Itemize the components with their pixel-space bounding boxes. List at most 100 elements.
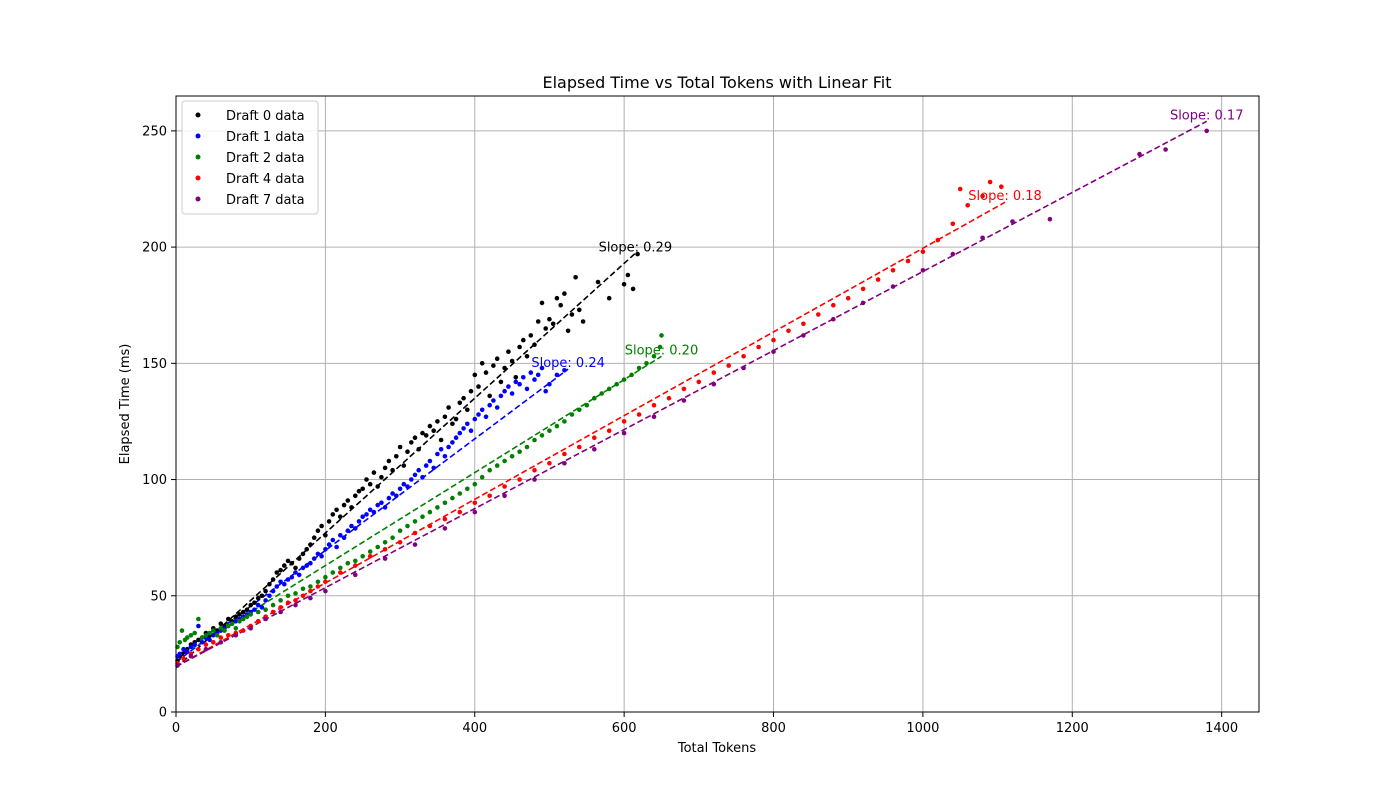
axis-ticks: 0 200 400 600 800 1000 1200 1400 0 50 100 150 200 250: [142, 124, 1238, 736]
data-point: [595, 279, 601, 285]
data-point: [326, 519, 332, 524]
data-point: [950, 251, 956, 257]
x-tick-label: 200: [313, 721, 338, 736]
data-point: [199, 640, 205, 645]
data-point: [479, 361, 485, 366]
data-point: [1163, 147, 1168, 152]
data-point: [192, 642, 197, 647]
data-point: [181, 656, 186, 661]
data-point: [524, 354, 530, 359]
data-point: [367, 507, 373, 513]
data-point: [196, 623, 201, 629]
data-point: [345, 528, 351, 533]
data-point: [338, 514, 343, 519]
data-point: [535, 319, 541, 324]
data-point: [487, 402, 493, 408]
data-point: [438, 437, 444, 443]
data-point: [494, 405, 500, 410]
data-point: [483, 370, 489, 375]
data-point: [453, 416, 459, 422]
data-point: [218, 626, 224, 631]
data-point: [203, 642, 209, 647]
data-point: [308, 588, 313, 594]
data-point: [382, 465, 388, 471]
series-1-points: [175, 365, 567, 659]
data-point: [364, 512, 369, 517]
data-point: [293, 598, 298, 603]
data-point: [218, 621, 224, 626]
data-point: [532, 437, 537, 443]
data-point: [323, 579, 328, 585]
data-point: [461, 426, 466, 431]
data-point: [920, 249, 926, 254]
data-point: [323, 547, 328, 552]
data-point: [345, 498, 351, 503]
data-point: [196, 646, 201, 652]
data-point: [409, 477, 414, 482]
data-point: [580, 319, 586, 324]
data-point: [711, 381, 717, 387]
data-point: [771, 349, 776, 355]
data-point: [494, 463, 500, 468]
data-point: [278, 579, 283, 585]
data-point: [203, 646, 209, 652]
legend-entry: Draft 2 data: [226, 151, 305, 166]
data-point: [319, 554, 324, 559]
data-point: [644, 361, 649, 366]
slope-label: Slope: 0.29: [599, 240, 673, 255]
data-point: [431, 428, 437, 434]
data-point: [267, 581, 272, 587]
data-point: [423, 463, 429, 468]
data-point: [177, 640, 182, 645]
data-point: [543, 326, 548, 331]
data-point: [630, 286, 636, 292]
fit-line: [175, 201, 1006, 668]
x-tick-label: 1400: [1205, 721, 1238, 736]
data-point: [554, 423, 560, 429]
data-point: [397, 486, 403, 492]
data-point: [334, 544, 339, 550]
data-point: [427, 423, 433, 429]
data-point: [517, 381, 522, 387]
data-point: [353, 493, 358, 499]
data-point: [950, 221, 956, 227]
slope-labels: Slope: 0.29 Slope: 0.24 Slope: 0.20 Slope: …: [531, 108, 1243, 371]
data-point: [592, 395, 597, 401]
data-point: [401, 463, 407, 468]
data-point: [300, 593, 306, 599]
data-point: [801, 321, 806, 327]
data-point: [435, 451, 440, 457]
data-point: [420, 474, 425, 480]
data-point: [502, 388, 507, 394]
data-point: [450, 440, 455, 445]
data-point: [573, 275, 578, 280]
data-point: [965, 203, 970, 208]
data-point: [513, 379, 519, 385]
y-tick-label: 150: [142, 357, 167, 372]
x-tick-label: 1000: [906, 721, 939, 736]
data-point: [293, 565, 298, 571]
data-point: [278, 598, 283, 603]
data-point: [285, 593, 291, 599]
data-point: [282, 563, 287, 568]
data-point: [349, 505, 354, 510]
series-2-points: [175, 333, 664, 650]
legend-marker: [195, 112, 201, 118]
data-point: [423, 433, 429, 438]
data-point: [621, 377, 627, 382]
data-point: [188, 644, 194, 650]
data-point: [539, 300, 545, 306]
data-point: [614, 381, 619, 387]
data-point: [562, 419, 567, 424]
data-point: [498, 379, 504, 385]
data-point: [450, 495, 455, 501]
data-point: [188, 633, 194, 638]
data-point: [599, 391, 604, 396]
plot-frame: [175, 95, 1260, 713]
data-point: [199, 635, 205, 640]
series-3-points: [175, 179, 1004, 666]
data-point: [1137, 151, 1142, 157]
data-point: [547, 428, 552, 434]
data-point: [756, 344, 761, 350]
y-tick-label: 0: [159, 706, 167, 721]
